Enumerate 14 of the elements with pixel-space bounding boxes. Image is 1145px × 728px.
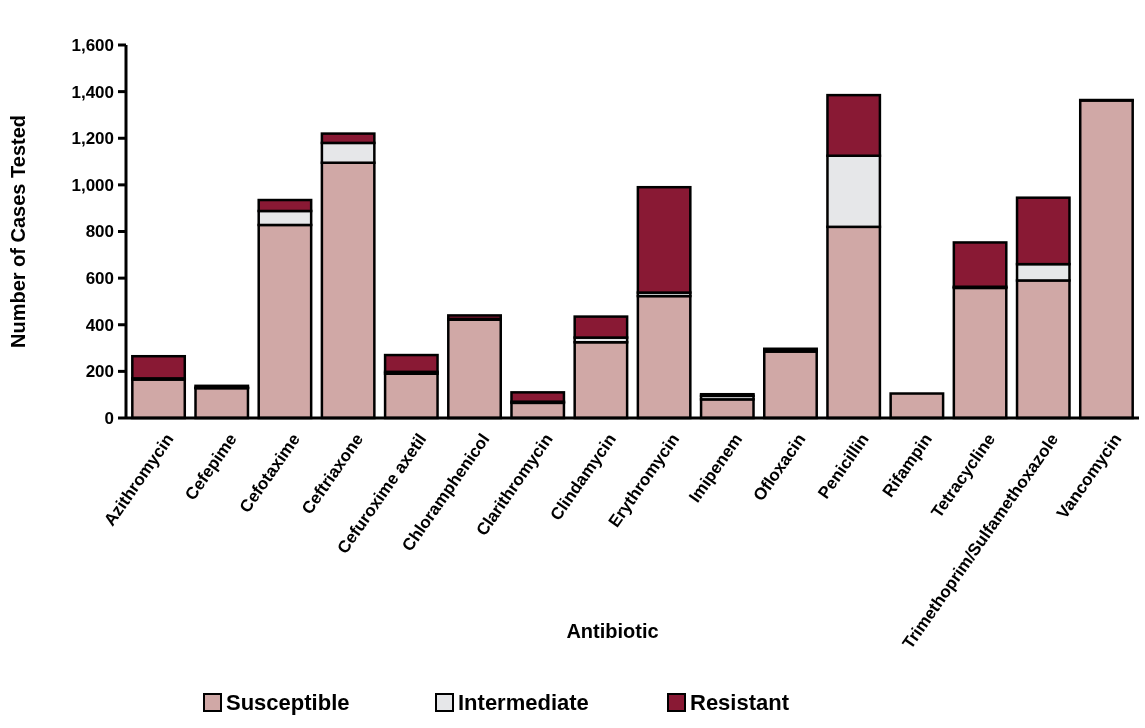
y-tick-label: 1,200 <box>71 129 114 149</box>
y-tick-label: 0 <box>104 408 114 428</box>
y-tick-label: 1,000 <box>71 175 114 195</box>
legend-label: Intermediate <box>458 690 589 715</box>
legend-label: Susceptible <box>226 690 350 715</box>
legend-label: Resistant <box>690 690 790 715</box>
y-tick-label: 1,400 <box>71 82 114 102</box>
x-axis-title: Antibiotic <box>566 620 659 642</box>
y-axis-title: Number of Cases Tested <box>7 114 29 349</box>
y-tick-label: 800 <box>85 222 114 242</box>
y-tick-label: 400 <box>85 315 114 335</box>
y-tick-label: 600 <box>85 269 114 289</box>
y-tick-label: 1,600 <box>71 35 114 55</box>
y-tick-label: 200 <box>85 362 114 382</box>
